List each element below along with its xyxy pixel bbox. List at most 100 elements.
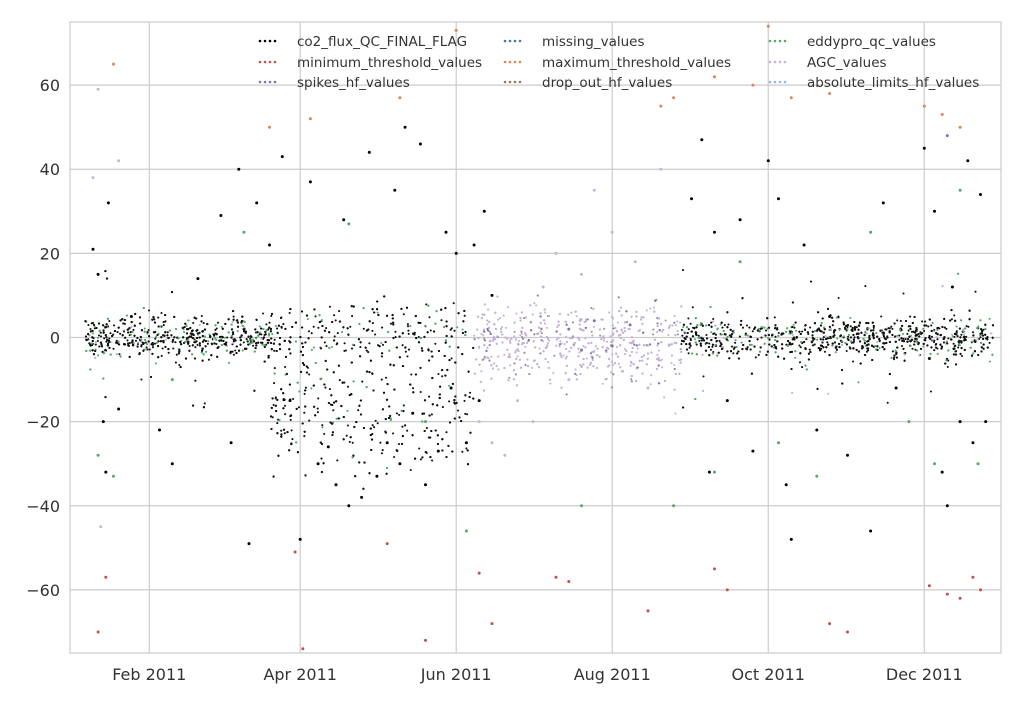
dense-point (531, 366, 534, 369)
dense-point (232, 318, 235, 321)
dense-point (174, 327, 178, 331)
dense-point (210, 342, 213, 345)
dense-point (981, 330, 984, 333)
dense-point (619, 344, 622, 347)
dense-point (381, 449, 384, 452)
dense-point (890, 325, 893, 328)
dense-point (977, 353, 980, 357)
dense-point (746, 346, 749, 349)
dense-point (699, 321, 702, 325)
dense-point (313, 405, 316, 408)
dense-point (657, 349, 660, 352)
dense-point (462, 320, 465, 323)
dense-point (582, 344, 585, 347)
dense-point (991, 324, 995, 327)
dense-point (87, 338, 90, 341)
dense-point (175, 353, 178, 356)
dense-point (227, 361, 231, 364)
dense-point (221, 336, 224, 339)
dense-point (813, 322, 816, 325)
dense-point (661, 366, 664, 369)
dense-point (351, 441, 354, 444)
dense-point (341, 381, 344, 384)
dense-point (811, 330, 814, 333)
dense-point (606, 340, 609, 343)
dense-point (842, 335, 845, 338)
dense-point (128, 355, 131, 358)
dense-point (842, 323, 845, 326)
dense-point (463, 309, 466, 312)
dense-point (171, 340, 174, 343)
dense-point (578, 323, 581, 326)
dense-point (321, 324, 324, 328)
dense-point (140, 338, 143, 341)
dense-point (208, 333, 211, 336)
dense-point (285, 372, 288, 375)
dense-point (667, 333, 670, 336)
dense-point (972, 352, 975, 355)
dense-point (259, 331, 262, 334)
dense-point (630, 361, 633, 364)
dense-point (560, 386, 563, 389)
dense-point (980, 341, 983, 344)
dense-point (262, 327, 265, 330)
dense-point (162, 341, 165, 344)
dense-point (772, 346, 776, 349)
dense-point (573, 342, 576, 345)
dense-point (349, 436, 352, 439)
dense-point (963, 348, 966, 351)
dense-point (179, 366, 182, 369)
dense-point (675, 342, 678, 345)
dense-point (182, 336, 185, 339)
dense-point (378, 345, 381, 348)
dense-point (270, 312, 274, 315)
dense-point (560, 356, 563, 359)
dense-point (280, 388, 283, 391)
dense-point (760, 326, 763, 329)
dense-point (798, 344, 801, 347)
dense-point (938, 327, 941, 330)
dense-point (126, 339, 129, 342)
dense-point (283, 339, 286, 342)
dense-point (424, 450, 427, 454)
dense-point (788, 341, 791, 344)
dense-point (825, 337, 828, 340)
dense-point (539, 352, 542, 355)
dense-point (850, 329, 853, 332)
dense-point (213, 334, 216, 337)
dense-point (842, 321, 845, 324)
dense-point (190, 330, 194, 333)
dense-point (506, 337, 509, 340)
dense-point (391, 314, 394, 317)
dense-point (106, 338, 109, 341)
dense-point (911, 338, 914, 341)
dense-point (512, 369, 515, 372)
dense-point (160, 336, 163, 339)
dense-point (680, 339, 684, 342)
dense-point (220, 339, 223, 342)
dense-point (760, 336, 763, 339)
dense-point (91, 340, 94, 343)
dense-point (364, 346, 367, 349)
dense-point (498, 317, 502, 320)
dense-point (960, 333, 963, 336)
dense-point (481, 313, 484, 316)
dense-point (556, 326, 559, 329)
dense-point (923, 324, 926, 327)
dense-point (868, 338, 871, 341)
dense-point (725, 338, 728, 341)
dense-point (757, 327, 760, 330)
dense-point (516, 355, 519, 358)
dense-point (400, 409, 403, 412)
dense-point (142, 306, 145, 310)
dense-point (895, 356, 898, 359)
dense-point (529, 304, 532, 307)
dense-point (617, 334, 620, 337)
dense-point (433, 330, 436, 333)
dense-point (499, 327, 503, 331)
dense-point (376, 422, 379, 425)
dense-point (240, 334, 243, 337)
dense-point (174, 341, 177, 344)
dense-point (304, 386, 307, 389)
dense-point (537, 366, 540, 369)
